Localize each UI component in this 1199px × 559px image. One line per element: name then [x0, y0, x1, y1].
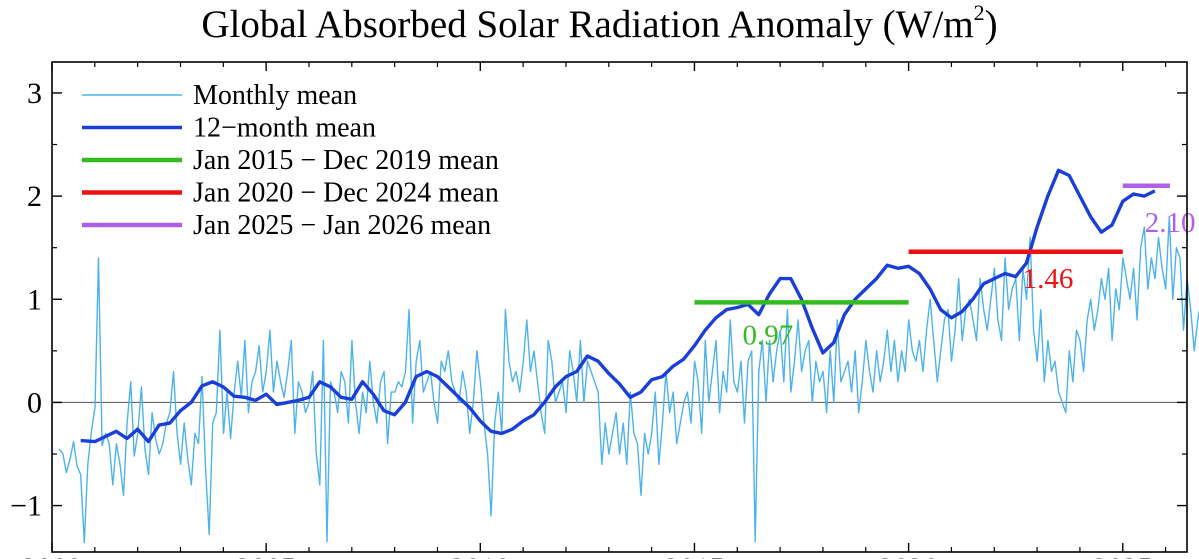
mean-label-mean_2025_2026: 2.10 — [1145, 207, 1196, 239]
y-tick-label: 0 — [27, 386, 42, 419]
y-tick-label: −1 — [10, 490, 42, 523]
mean-label-mean_2015_2019: 0.97 — [742, 319, 793, 351]
chart-title: Global Absorbed Solar Radiation Anomaly … — [0, 0, 1199, 47]
x-tick-label: 2020 — [879, 552, 939, 559]
y-tick-label: 2 — [27, 180, 42, 213]
x-tick-label: 2010 — [450, 552, 510, 559]
legend-label-1: 12−month mean — [193, 113, 376, 144]
y-tick-label: 1 — [27, 283, 42, 316]
x-tick-label: 2025 — [1093, 552, 1153, 559]
legend-label-2: Jan 2015 − Dec 2019 mean — [193, 145, 499, 176]
series-12-month-line — [80, 168, 1156, 444]
mean-label-mean_2020_2024: 1.46 — [1023, 263, 1074, 295]
series-monthly-line — [58, 216, 1199, 544]
legend-label-4: Jan 2025 − Jan 2026 mean — [193, 210, 491, 241]
x-tick-label: 2005 — [236, 552, 296, 559]
chart-title-suffix: ) — [984, 3, 998, 46]
y-tick-label: 3 — [27, 77, 42, 110]
chart-title-main: Global Absorbed Solar Radiation Anomaly … — [201, 3, 974, 46]
chart-title-superscript: 2 — [973, 0, 985, 25]
x-tick-label: 2000 — [22, 552, 82, 559]
legend-label-3: Jan 2020 − Dec 2024 mean — [193, 178, 499, 209]
plot-frame — [51, 61, 1188, 553]
x-tick-label: 2015 — [664, 552, 724, 559]
legend-label-0: Monthly mean — [193, 80, 357, 111]
